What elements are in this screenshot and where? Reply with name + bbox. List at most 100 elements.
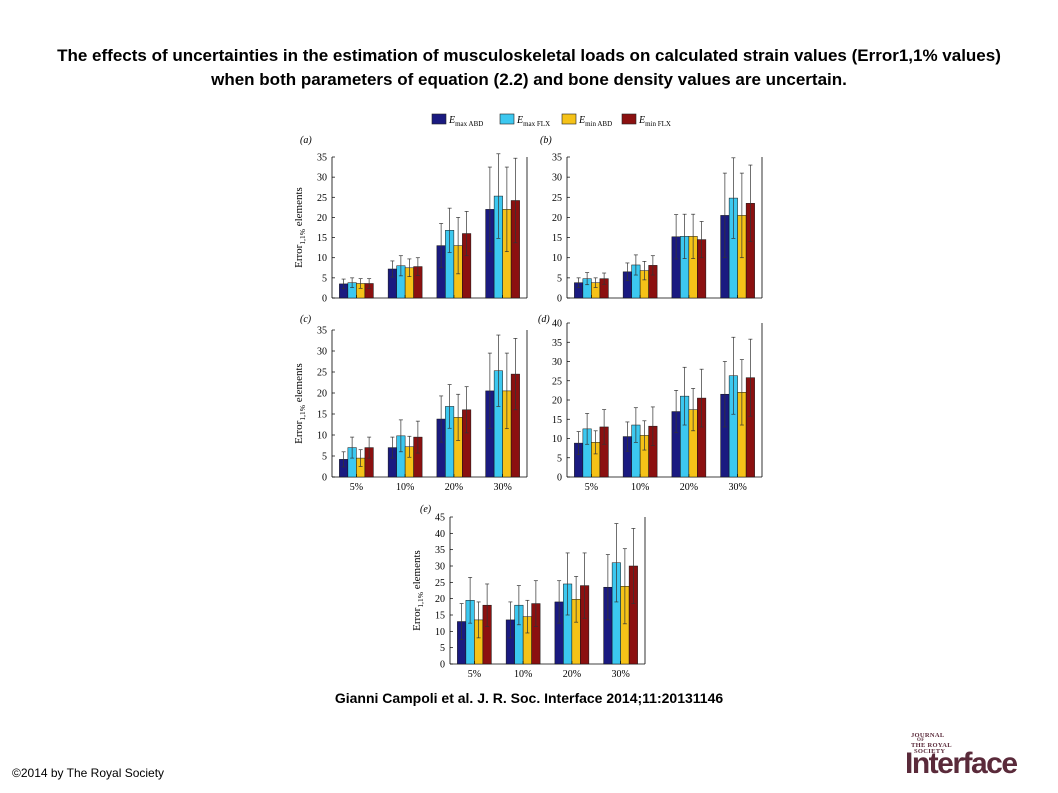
x-tick-label: 10%	[631, 482, 649, 493]
legend-label: Emax FLX	[516, 115, 550, 128]
y-axis-label-sub: 1,1%	[416, 592, 425, 608]
y-axis-label: Error1,1% elements	[293, 363, 307, 444]
y-axis-label-sub: 1,1%	[298, 229, 307, 245]
copyright-notice: ©2014 by The Royal Society	[12, 766, 165, 780]
y-tick-label: 25	[435, 578, 445, 589]
chart-panel: (d) 0 5 10 15 20 25 30 35 40 5% 10% 20% 30%	[538, 314, 763, 493]
y-tick-label: 25	[317, 368, 327, 379]
y-tick-label: 20	[317, 213, 327, 224]
y-axis-label: Error1,1% elements	[293, 187, 307, 268]
legend-swatch	[621, 113, 637, 125]
panel-label: (e)	[420, 504, 432, 515]
y-tick-label: 0	[557, 294, 562, 305]
y-axis-label: Error1,1% elements	[411, 550, 425, 631]
citation: Gianni Campoli et al. J. R. Soc. Interfa…	[334, 690, 724, 706]
y-tick-label: 35	[552, 338, 562, 349]
y-tick-label: 30	[317, 173, 327, 184]
legend-label-sub: max FLX	[523, 120, 550, 128]
y-tick-label: 30	[552, 357, 562, 368]
chart-panel: (a) 0 5 10 15 20 25 30 35 Error1,1% elements	[293, 135, 528, 305]
y-tick-label: 20	[435, 594, 445, 605]
panel-label: (a)	[300, 135, 312, 146]
y-axis-label-rest: elements	[293, 363, 305, 405]
y-axis-label-main: Error	[293, 244, 305, 268]
legend-entry: Emin ABD	[561, 113, 612, 128]
x-tick-label: 20%	[680, 482, 698, 493]
y-tick-label: 20	[317, 389, 327, 400]
y-tick-label: 0	[440, 660, 445, 671]
logo-line-journal: JOURNAL	[911, 732, 945, 739]
legend-swatch	[431, 113, 447, 125]
y-tick-label: 40	[552, 319, 562, 330]
logo-line-royal: THE ROYAL	[911, 742, 952, 749]
y-tick-label: 10	[435, 627, 445, 638]
chart-panel: (e) 0 5 10 15 20 25 30 35 40 45 Error1,1% elements 5…	[411, 504, 646, 680]
y-tick-label: 0	[322, 294, 327, 305]
legend-label: Emin ABD	[578, 115, 612, 128]
y-tick-label: 5	[322, 273, 327, 284]
y-tick-label: 30	[435, 562, 445, 573]
y-tick-label: 5	[557, 453, 562, 464]
y-tick-label: 10	[552, 253, 562, 264]
y-tick-label: 25	[552, 376, 562, 387]
logo-line-of: OF	[917, 738, 925, 743]
y-axis-label-rest: elements	[293, 187, 305, 229]
legend-entry: Emax ABD	[431, 113, 483, 128]
x-tick-label: 10%	[396, 482, 414, 493]
chart-panel: (b) 0 5 10 15 20 25 30 35	[540, 135, 763, 305]
y-axis-label-main: Error	[411, 607, 423, 631]
legend-label-base: E	[516, 115, 523, 126]
x-tick-label: 30%	[611, 669, 629, 680]
legend-label-base: E	[448, 115, 455, 126]
legend-label-base: E	[638, 115, 645, 126]
y-tick-label: 40	[435, 529, 445, 540]
y-tick-label: 5	[557, 273, 562, 284]
y-tick-label: 10	[317, 431, 327, 442]
y-tick-label: 15	[317, 233, 327, 244]
y-tick-label: 35	[552, 153, 562, 164]
x-tick-label: 30%	[728, 482, 746, 493]
legend-label: Emin FLX	[638, 115, 671, 128]
logo-line-society: SOCIETY	[914, 748, 946, 755]
legend-label-sub: min ABD	[585, 120, 612, 128]
panel-label: (c)	[300, 314, 312, 325]
y-tick-label: 5	[322, 452, 327, 463]
y-tick-label: 30	[317, 347, 327, 358]
x-tick-label: 20%	[445, 482, 463, 493]
y-tick-label: 0	[557, 473, 562, 484]
legend-label-sub: max ABD	[455, 120, 483, 128]
y-axis-label-main: Error	[293, 420, 305, 444]
legend-label: Emax ABD	[448, 115, 483, 128]
y-tick-label: 45	[435, 513, 445, 524]
y-tick-label: 35	[317, 326, 327, 337]
y-tick-label: 15	[317, 410, 327, 421]
y-tick-label: 10	[552, 434, 562, 445]
x-tick-label: 20%	[563, 669, 581, 680]
y-tick-label: 30	[552, 173, 562, 184]
x-tick-label: 5%	[585, 482, 598, 493]
chart-panel: (c) 0 5 10 15 20 25 30 35 Error1,1% elements 5% 10%…	[293, 314, 528, 493]
y-axis-label-rest: elements	[411, 550, 423, 592]
chart-legend: Emax ABD Emax FLX Emin ABD Emin FLX	[431, 113, 671, 128]
legend-swatch	[499, 113, 515, 125]
y-tick-label: 10	[317, 253, 327, 264]
legend-label-base: E	[578, 115, 585, 126]
x-tick-label: 10%	[514, 669, 532, 680]
logo-interface: Interface	[905, 747, 1018, 780]
panel-label: (b)	[540, 135, 552, 146]
legend-entry: Emax FLX	[499, 113, 550, 128]
legend-entry: Emin FLX	[621, 113, 671, 128]
y-tick-label: 25	[317, 193, 327, 204]
y-axis-label-sub: 1,1%	[298, 405, 307, 421]
panel-label: (d)	[538, 314, 550, 325]
y-tick-label: 15	[435, 611, 445, 622]
y-tick-label: 20	[552, 213, 562, 224]
journal-logo: JOURNAL OF THE ROYAL SOCIETY Interface	[905, 732, 1018, 780]
x-tick-label: 30%	[493, 482, 511, 493]
y-tick-label: 5	[440, 643, 445, 654]
y-tick-label: 25	[552, 193, 562, 204]
y-tick-label: 15	[552, 415, 562, 426]
x-tick-label: 5%	[468, 669, 481, 680]
